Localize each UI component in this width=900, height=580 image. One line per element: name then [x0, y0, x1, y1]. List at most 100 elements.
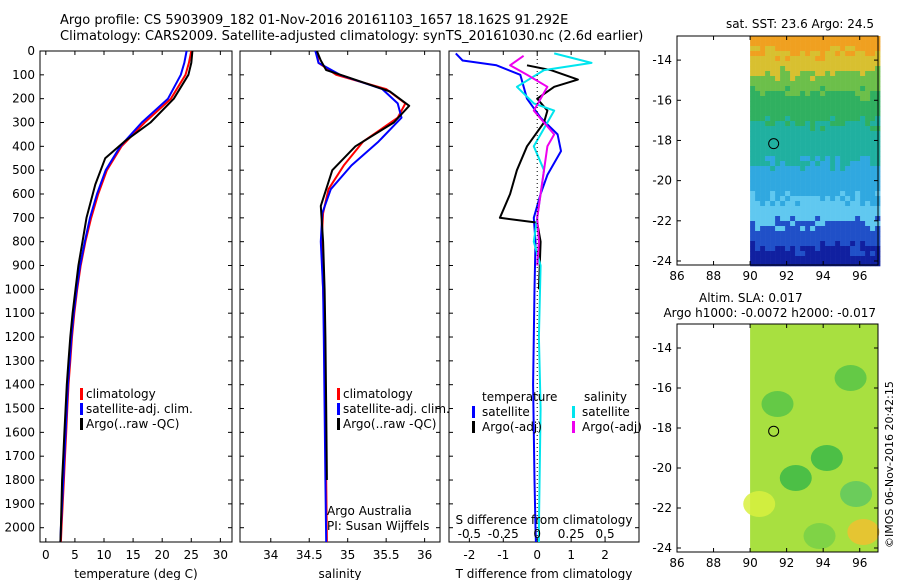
sst-cell — [795, 86, 801, 92]
sst-cell — [830, 201, 836, 207]
sst-cell — [840, 146, 846, 152]
sst-cell — [825, 101, 831, 107]
sst-cell — [855, 66, 861, 72]
sst-cell — [830, 231, 836, 237]
sst-cell — [780, 51, 786, 57]
sst-cell — [810, 261, 816, 267]
legend-entry: Argo(..raw -QC) — [343, 417, 436, 431]
sst-cell — [770, 71, 776, 77]
sst-cell — [865, 256, 871, 262]
sst-cell — [775, 216, 781, 222]
sst-cell — [830, 106, 836, 112]
sst-cell — [845, 181, 851, 187]
sst-cell — [750, 56, 756, 62]
sst-cell — [835, 236, 841, 242]
sst-cell — [755, 91, 761, 97]
sst-cell — [775, 161, 781, 167]
sst-cell — [800, 251, 806, 257]
top-tick-label: 0.5 — [596, 527, 615, 541]
sst-cell — [775, 86, 781, 92]
sst-cell — [820, 221, 826, 227]
sst-cell — [755, 216, 761, 222]
sst-cell — [750, 191, 756, 197]
sst-cell — [755, 141, 761, 147]
sst-cell — [770, 41, 776, 47]
sst-cell — [870, 171, 876, 177]
sst-cell — [865, 251, 871, 257]
sst-cell — [760, 171, 766, 177]
sst-cell — [770, 251, 776, 257]
sst-cell — [795, 231, 801, 237]
sst-cell — [810, 71, 816, 77]
sst-cell — [755, 61, 761, 67]
sst-cell — [780, 191, 786, 197]
sst-cell — [780, 136, 786, 142]
sst-cell — [800, 81, 806, 87]
sst-cell — [820, 46, 826, 52]
sst-cell — [870, 156, 876, 162]
sst-cell — [755, 226, 761, 232]
sst-cell — [780, 141, 786, 147]
sst-cell — [815, 256, 821, 262]
sst-cell — [815, 46, 821, 52]
sst-cell — [760, 251, 766, 257]
sst-cell — [755, 51, 761, 57]
x-tick-label: 1 — [567, 548, 575, 562]
sst-cell — [860, 46, 866, 52]
legend-swatch — [572, 421, 575, 433]
sst-cell — [830, 101, 836, 107]
sst-cell — [755, 121, 761, 127]
sst-cell — [855, 46, 861, 52]
sst-cell — [795, 221, 801, 227]
top-axis-label: S difference from climatology — [456, 513, 633, 527]
sst-cell — [805, 171, 811, 177]
sst-cell — [790, 76, 796, 82]
sst-cell — [765, 91, 771, 97]
y-tick-label: 900 — [12, 259, 35, 273]
sst-cell — [755, 211, 761, 217]
sst-cell — [795, 121, 801, 127]
sst-cell — [785, 181, 791, 187]
sst-cell — [860, 131, 866, 137]
sst-cell — [820, 61, 826, 67]
sst-cell — [870, 166, 876, 172]
sst-cell — [860, 251, 866, 257]
sst-cell — [810, 51, 816, 57]
sst-cell — [845, 206, 851, 212]
sst-cell — [780, 81, 786, 87]
sst-cell — [800, 96, 806, 102]
sst-cell — [760, 246, 766, 252]
sst-cell — [800, 156, 806, 162]
sst-cell — [815, 191, 821, 197]
sst-cell — [800, 116, 806, 122]
sst-cell — [760, 201, 766, 207]
sst-cell — [840, 256, 846, 262]
sst-cell — [870, 176, 876, 182]
sst-cell — [835, 261, 841, 267]
sst-cell — [830, 156, 836, 162]
sst-cell — [755, 151, 761, 157]
sst-cell — [785, 196, 791, 202]
sst-cell — [765, 221, 771, 227]
sst-cell — [800, 111, 806, 117]
sst-cell — [825, 96, 831, 102]
y-tick-label: 1300 — [4, 354, 35, 368]
sst-cell — [750, 221, 756, 227]
y-tick-label: -20 — [652, 461, 672, 475]
sst-cell — [815, 71, 821, 77]
sst-cell — [825, 106, 831, 112]
sst-cell — [785, 106, 791, 112]
sst-cell — [855, 51, 861, 57]
sst-cell — [810, 206, 816, 212]
series-line-argo — [315, 50, 411, 481]
sst-cell — [810, 251, 816, 257]
sst-cell — [790, 156, 796, 162]
sst-cell — [810, 56, 816, 62]
sst-cell — [780, 241, 786, 247]
sst-cell — [845, 46, 851, 52]
sla-blob — [810, 445, 843, 471]
sst-cell — [860, 121, 866, 127]
x-tick-label: 2 — [601, 548, 609, 562]
sst-cell — [800, 136, 806, 142]
sst-cell — [770, 176, 776, 182]
